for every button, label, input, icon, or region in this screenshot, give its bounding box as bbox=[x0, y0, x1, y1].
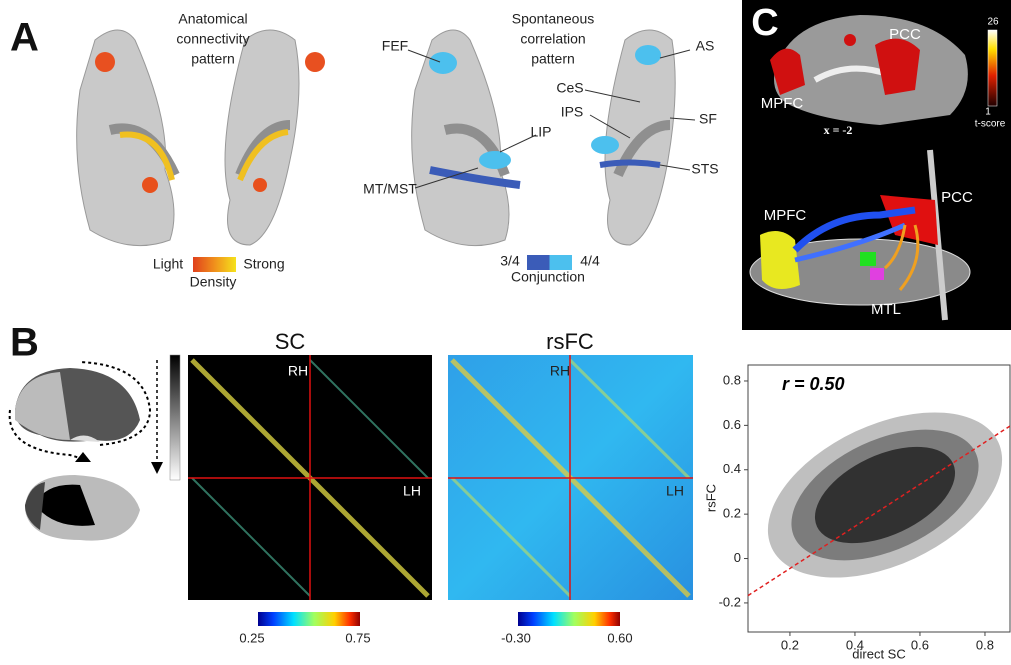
title-line: pattern bbox=[531, 51, 575, 67]
x-tick-label: 0.6 bbox=[911, 637, 929, 652]
colorbar-label: 0.25 bbox=[239, 630, 264, 645]
hemisphere-label: LH bbox=[666, 483, 684, 499]
x-tick-label: 0.2 bbox=[781, 637, 799, 652]
y-tick-label: 0.2 bbox=[723, 506, 741, 521]
legend-low: Light bbox=[153, 256, 183, 272]
y-tick-label: 0.4 bbox=[723, 461, 741, 476]
title-line: Anatomical bbox=[178, 11, 247, 27]
legend-title: Density bbox=[190, 274, 237, 290]
region-label: MPFC bbox=[761, 95, 804, 112]
slice-label: x = -2 bbox=[824, 123, 853, 137]
region-label: CeS bbox=[556, 80, 583, 96]
region-label: STS bbox=[691, 161, 718, 177]
region-label: SF bbox=[699, 111, 717, 127]
brain-views bbox=[77, 30, 695, 246]
region-label: AS bbox=[696, 38, 715, 54]
scale-max: 26 bbox=[987, 17, 999, 28]
panel-label: B bbox=[10, 321, 39, 365]
x-tick-label: 0.4 bbox=[846, 637, 864, 652]
hemisphere-label: LH bbox=[403, 483, 421, 499]
x-tick-label: 0.8 bbox=[976, 637, 994, 652]
legend-high: Strong bbox=[243, 256, 284, 272]
region-label: LIP bbox=[530, 124, 551, 140]
region-label: PCC bbox=[889, 26, 921, 43]
matrix-title: SC bbox=[275, 329, 306, 354]
region-label: IPS bbox=[561, 104, 584, 120]
y-axis-label: rsFC bbox=[703, 484, 718, 512]
y-tick-label: 0.6 bbox=[723, 417, 741, 432]
colorbar-label: 0.75 bbox=[345, 630, 370, 645]
legend-high: 4/4 bbox=[580, 253, 600, 269]
density-colorbar bbox=[193, 257, 236, 272]
y-tick-label: 0 bbox=[734, 550, 741, 565]
scale-min: 1 bbox=[985, 107, 991, 118]
y-tick-label: -0.2 bbox=[719, 594, 741, 609]
panel-label: C bbox=[751, 2, 778, 44]
colorbar-label: -0.30 bbox=[501, 630, 531, 645]
hemisphere-label: RH bbox=[550, 363, 570, 379]
scale-title: t-score bbox=[975, 119, 1006, 130]
matrices bbox=[188, 355, 693, 626]
brain-parcellation bbox=[10, 355, 180, 541]
matrix-title: rsFC bbox=[546, 329, 594, 354]
panel-label: A bbox=[10, 16, 39, 60]
title-line: pattern bbox=[191, 51, 235, 67]
legend-low: 3/4 bbox=[500, 253, 520, 269]
title-line: correlation bbox=[520, 31, 585, 47]
region-label: MPFC bbox=[764, 207, 807, 224]
figure: A Anatomical connectivity pattern Sponta… bbox=[0, 0, 1011, 665]
region-label: PCC bbox=[941, 189, 973, 206]
region-label: FEF bbox=[382, 38, 408, 54]
title-line: connectivity bbox=[176, 31, 249, 47]
y-tick-label: 0.8 bbox=[723, 372, 741, 387]
region-label: MT/MST bbox=[363, 181, 417, 197]
legend-title: Conjunction bbox=[511, 269, 585, 285]
hemisphere-label: RH bbox=[288, 363, 308, 379]
colorbar-label: 0.60 bbox=[607, 630, 632, 645]
region-label: MTL bbox=[871, 301, 901, 318]
title-line: Spontaneous bbox=[512, 11, 595, 27]
annotation: r = 0.50 bbox=[782, 374, 845, 394]
